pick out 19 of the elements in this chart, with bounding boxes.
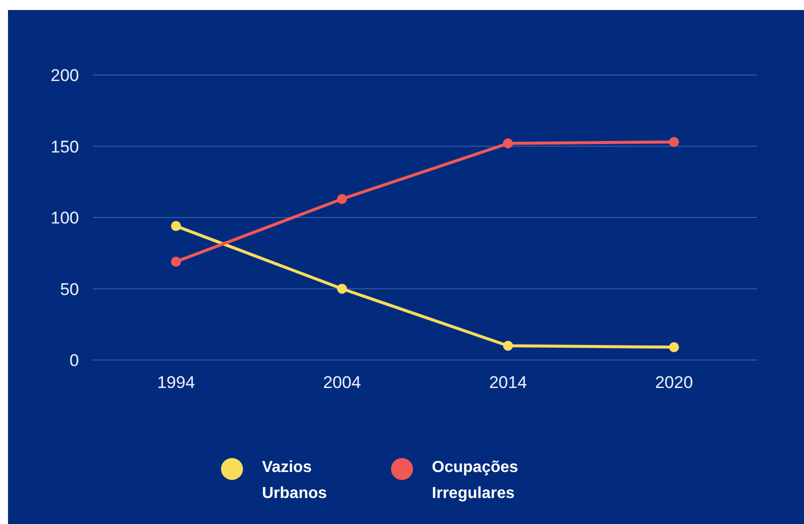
y-tick-label: 100 (50, 208, 79, 228)
x-tick-label: 2014 (489, 373, 527, 392)
point (171, 256, 181, 267)
point (669, 342, 679, 352)
point (503, 138, 513, 148)
y-tick-label: 0 (70, 351, 79, 370)
x-tick-label: 2020 (655, 373, 693, 392)
x-tick-label: 1994 (157, 373, 195, 392)
y-tick-label: 200 (50, 66, 79, 86)
legend-label: Vazios Urbanos (262, 458, 327, 504)
point (669, 136, 679, 147)
y-tick-label: 150 (50, 137, 79, 156)
y-tick-label: 50 (60, 280, 79, 299)
legend-label: Ocupações Irregulares (432, 458, 518, 504)
point (337, 284, 347, 294)
point (337, 194, 347, 204)
x-tick-label: 2004 (323, 373, 361, 392)
point (171, 221, 181, 232)
point (503, 340, 513, 351)
